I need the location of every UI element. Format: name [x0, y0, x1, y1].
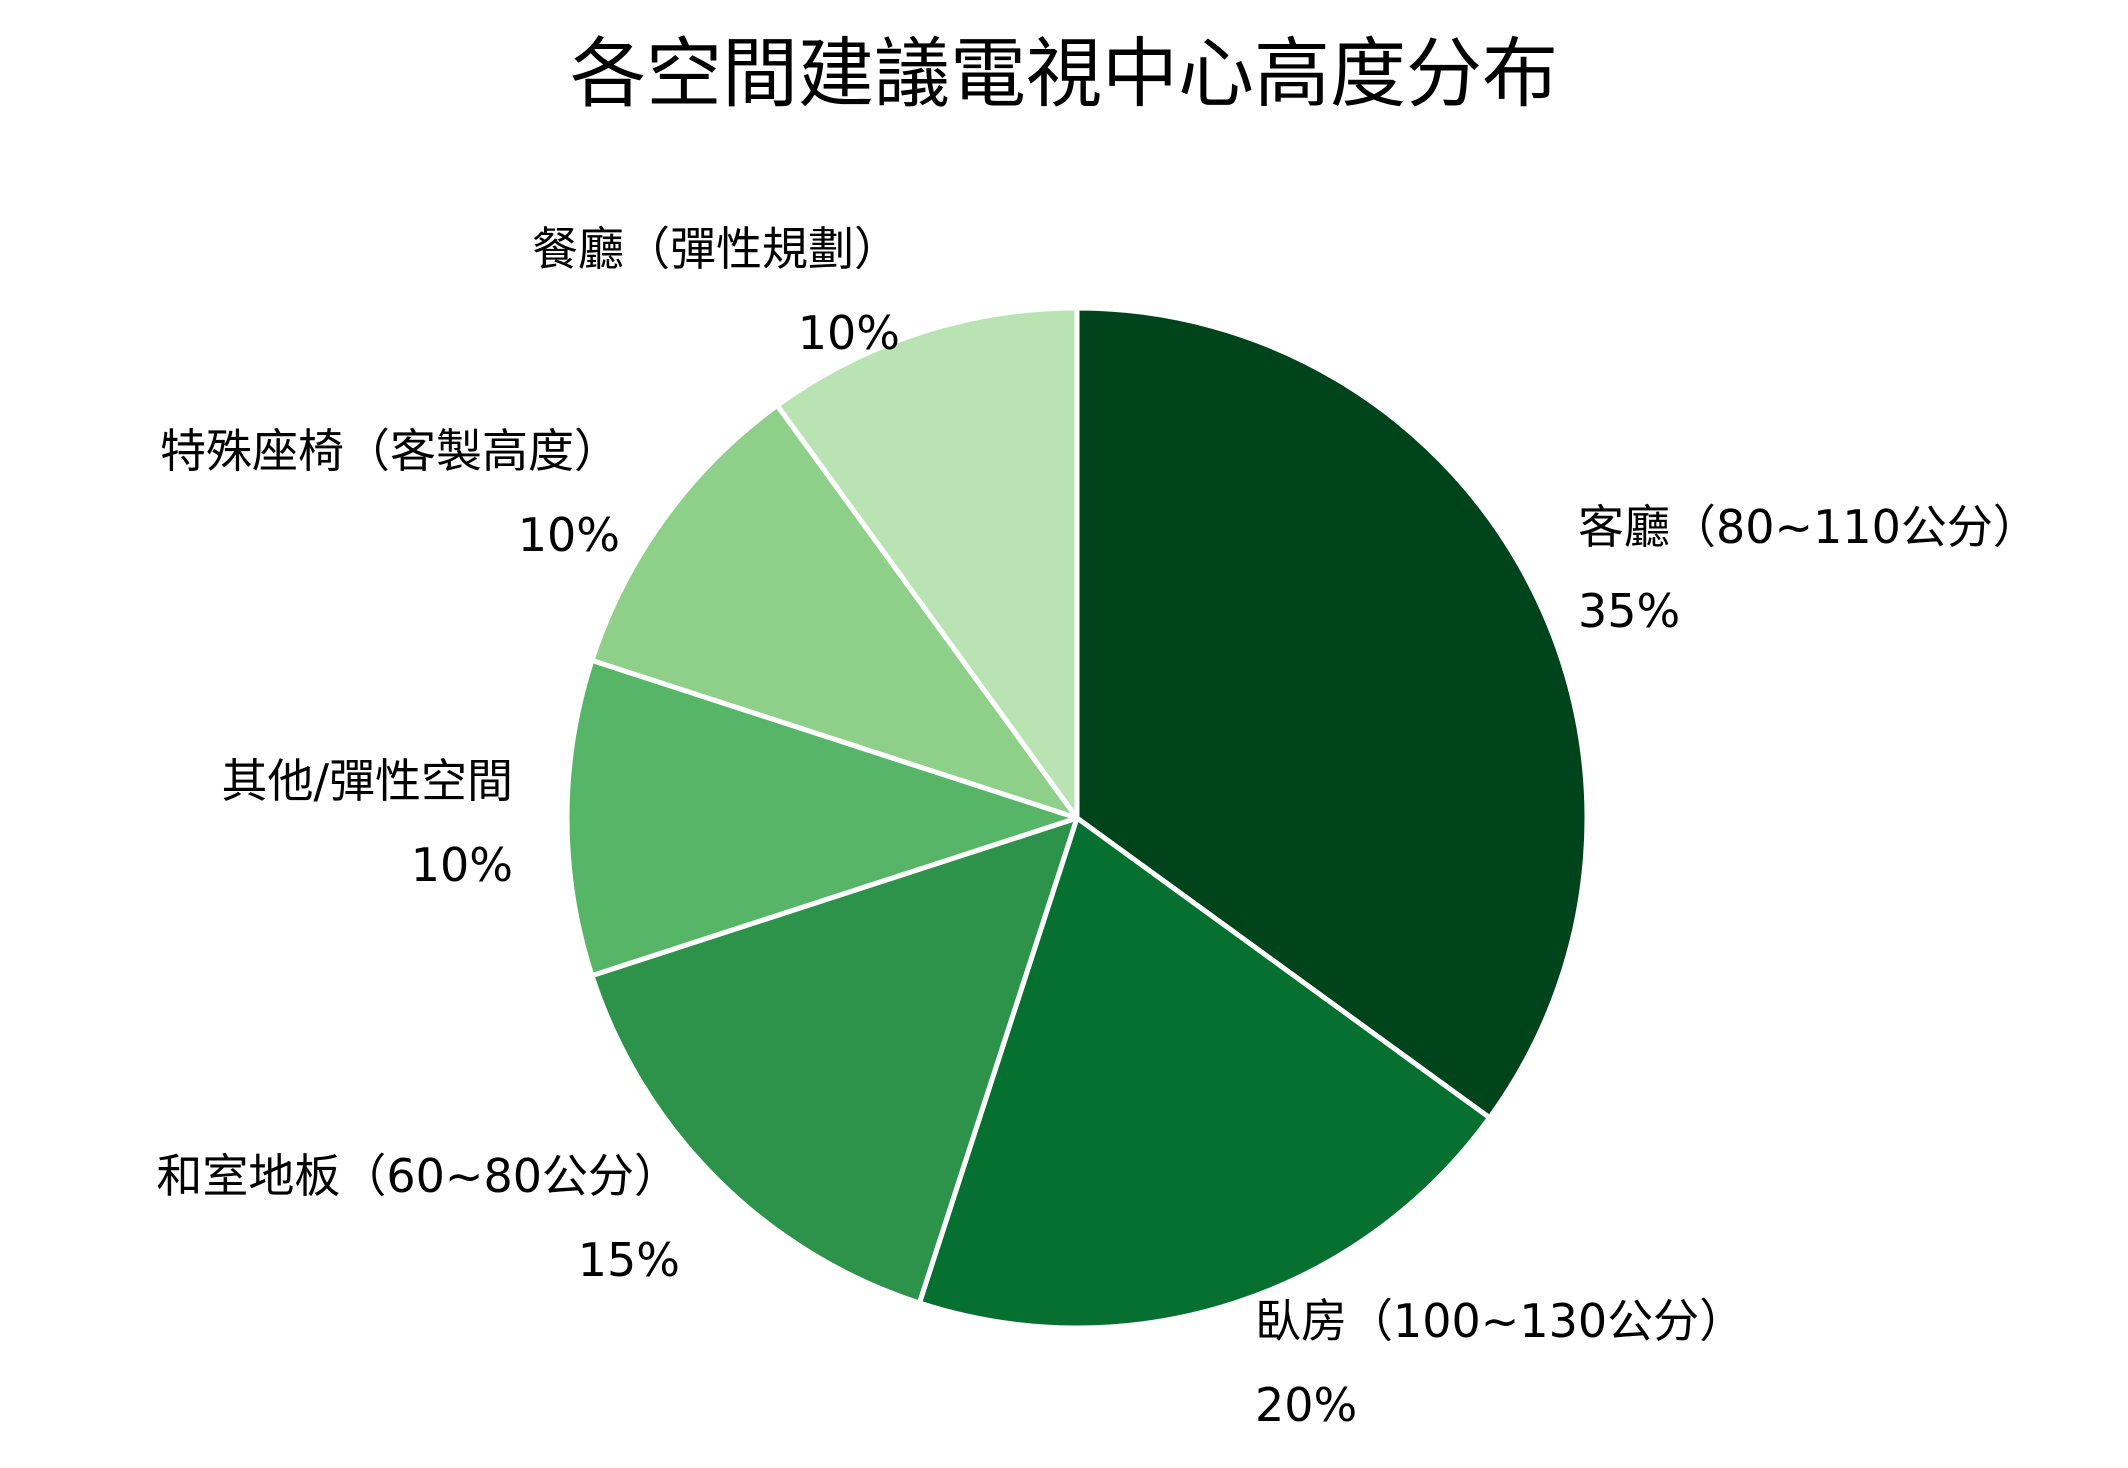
slice-label-1: 客廳（80~110公分）	[1578, 500, 2039, 554]
pie-slice-4	[564, 657, 1080, 979]
slice-label-5: 特殊座椅（客製高度）	[160, 424, 620, 478]
pie-slice-1	[1074, 305, 1590, 1121]
pie-slice-3	[589, 815, 1080, 1306]
slice-label-6: 餐廳（彈性規劃）	[532, 222, 900, 276]
chart-title: 各空間建議電視中心高度分布	[570, 29, 1558, 118]
slice-label-2: 臥房（100~130公分）	[1255, 1294, 1745, 1348]
slice-value-6: 10%	[798, 306, 900, 360]
slice-value-3: 15%	[578, 1233, 680, 1287]
slice-labels: 客廳（80~110公分） 35% 臥房（100~130公分） 20% 和室地板（60~8…	[156, 222, 2039, 1432]
slice-label-3: 和室地板（60~80公分）	[156, 1149, 680, 1203]
slice-value-2: 20%	[1255, 1378, 1357, 1432]
slice-value-1: 35%	[1578, 584, 1680, 638]
slice-label-4: 其他/彈性空間	[222, 754, 514, 808]
pie-slices	[564, 305, 1590, 1331]
slice-value-5: 10%	[518, 508, 620, 562]
pie-slice-2	[916, 815, 1493, 1331]
pie-slice-6	[774, 305, 1080, 821]
slice-value-4: 10%	[411, 838, 513, 892]
pie-slice-5	[589, 402, 1080, 821]
